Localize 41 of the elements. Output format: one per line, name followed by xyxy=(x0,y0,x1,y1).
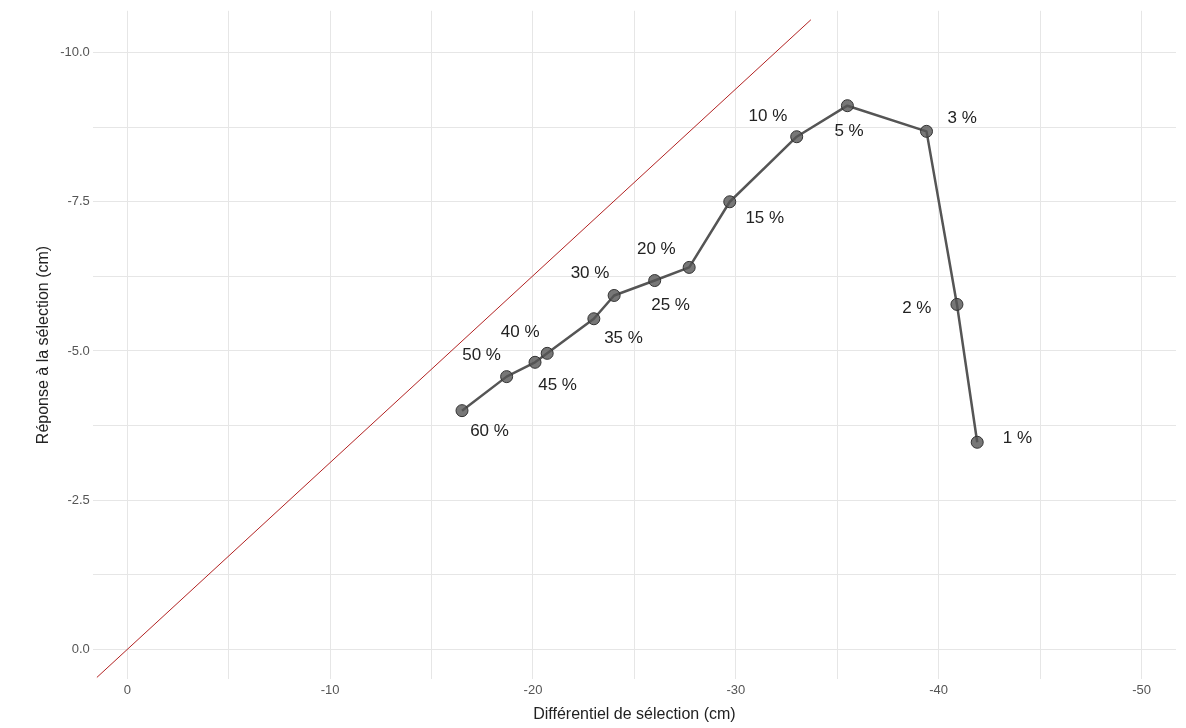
point xyxy=(540,346,554,360)
x-tick-label: -50 xyxy=(1132,681,1151,697)
annotation: 40 % xyxy=(500,322,540,342)
x-tick-label: -30 xyxy=(726,681,746,697)
point xyxy=(840,99,854,113)
y-tick-label: 0.0 xyxy=(71,640,90,656)
point xyxy=(723,195,737,209)
annotation: 45 % xyxy=(538,374,577,394)
point xyxy=(607,288,621,302)
annotation: 15 % xyxy=(745,207,785,227)
annotation: 2 % xyxy=(902,298,932,318)
point xyxy=(528,355,542,369)
x-axis-title: Différentiel de sélection (cm) xyxy=(533,704,736,722)
y-tick-label: -10.0 xyxy=(60,44,90,60)
annotation: 3 % xyxy=(947,108,977,128)
annotation: 30 % xyxy=(570,263,610,283)
point xyxy=(500,370,514,384)
annotation: 5 % xyxy=(834,121,864,141)
y-axis-title: Réponse à la sélection (cm) xyxy=(34,245,52,445)
annotation: 50 % xyxy=(462,344,501,364)
x-tick-label: -10 xyxy=(320,681,340,697)
annotation: 35 % xyxy=(604,328,643,348)
point xyxy=(648,274,662,288)
annotation: 20 % xyxy=(636,239,676,259)
annotation: 60 % xyxy=(470,421,509,441)
point xyxy=(790,130,804,144)
point xyxy=(682,260,696,274)
point xyxy=(455,404,469,418)
y-tick-label: -5.0 xyxy=(67,342,90,358)
x-tick-label: -40 xyxy=(929,681,949,697)
annotation: 10 % xyxy=(748,106,788,126)
y-tick-label: -7.5 xyxy=(67,193,90,209)
x-tick-label: 0 xyxy=(123,681,131,697)
x-tick-label: -20 xyxy=(523,681,543,697)
point xyxy=(970,435,984,449)
annotation: 25 % xyxy=(651,294,690,314)
point xyxy=(587,312,601,326)
point xyxy=(920,124,934,138)
annotation: 1 % xyxy=(1002,428,1033,448)
point xyxy=(950,297,964,311)
y-tick-label: -2.5 xyxy=(67,491,90,507)
